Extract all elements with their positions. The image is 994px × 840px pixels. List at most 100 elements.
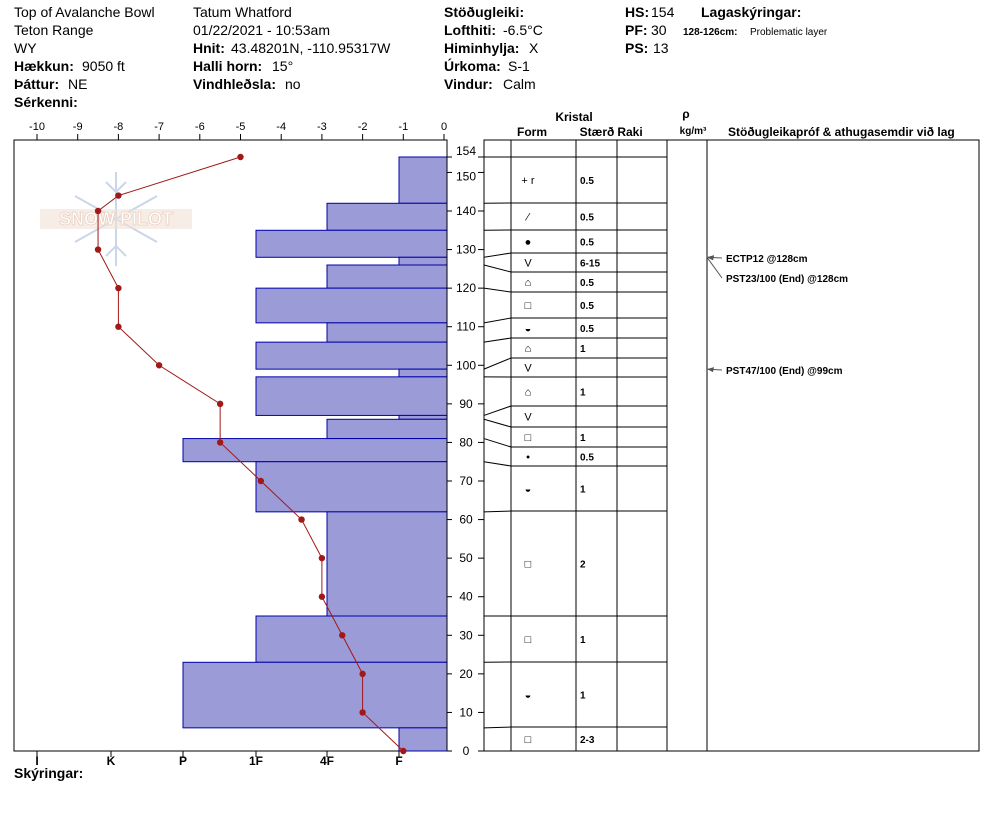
sky-value: X [529, 40, 539, 56]
hardness-bar [326, 264, 448, 289]
density-unit-header: kg/m³ [680, 126, 707, 137]
coords-value: 43.48201N, -110.95317W [231, 40, 391, 56]
height-tick-label: 100 [456, 358, 476, 372]
layer-form-symbol: ⌂ [525, 343, 532, 355]
hardness-bar [255, 461, 448, 513]
elevation-label: Hækkun: [14, 58, 74, 74]
layer-connector [483, 418, 512, 428]
hardness-tick-label: K [107, 754, 116, 768]
temp-point [155, 362, 163, 369]
hardness-tick-label: 4F [320, 754, 334, 768]
temp-point [237, 153, 244, 161]
header: Top of Avalanche Bowl Teton Range WY Hæk… [14, 4, 828, 781]
layer-connector [483, 317, 512, 324]
temp-point [115, 323, 122, 330]
layer-form-symbol: ● [525, 237, 532, 249]
layer-size: 2 [580, 560, 586, 571]
coords-label: Hnit: [193, 40, 225, 56]
layer-connector [483, 438, 512, 448]
layer-size: 0.5 [580, 238, 594, 249]
hardness-bar [398, 727, 448, 752]
hardness-bar [326, 511, 448, 617]
layer-form-symbol: □ [525, 734, 532, 746]
temp-tick-label: -9 [73, 121, 83, 133]
hardness-tick-label: P [179, 754, 187, 768]
layer-size: 1 [580, 344, 586, 355]
wind-label: Vindur: [444, 76, 493, 92]
test-pointer [706, 256, 723, 279]
layer-size: 0.5 [580, 176, 594, 187]
pf-label: PF: [625, 22, 648, 38]
snowflake-icon [74, 172, 158, 266]
temp-tick-label: -1 [398, 121, 408, 133]
layer-form-symbol: V [524, 363, 532, 375]
height-axis: 0 10 20 30 40 50 60 70 80 90 100 110 120 130 140 150 154 [446, 140, 484, 758]
hardness-bar [182, 661, 448, 729]
height-tick-label: 140 [456, 204, 476, 218]
comments-label: Skýringar: [14, 765, 83, 781]
temp-tick-label: -6 [195, 121, 205, 133]
hardness-bar [326, 418, 448, 440]
state-name: WY [14, 40, 37, 56]
height-tick-label: 150 [456, 169, 476, 183]
form-header: Form [517, 125, 547, 139]
wind-value: Calm [503, 76, 536, 92]
layer-rows: + r 0.5 ⁄ 0.5 ● 0.5 V 6-15 ⌂ 0.5 □ 0.5 ◒ 0.5 ⌂ 1 V ⌂ 1 V □ 1 •… [483, 156, 667, 746]
layer-form-symbol: □ [525, 300, 532, 312]
layer-form-symbol: ⌂ [525, 277, 532, 289]
layer-connector [483, 357, 512, 370]
layer-table [483, 139, 980, 752]
layer-size: 1 [580, 433, 586, 444]
layer-form-symbol: ◒ [525, 484, 532, 496]
layer-size: 0.5 [580, 213, 594, 224]
air-temp-label: Lofthiti: [444, 22, 496, 38]
stability-test-label: ECTP12 @128cm [726, 254, 808, 265]
layer-note-range: 128-126cm: [683, 27, 737, 38]
range-name: Teton Range [14, 22, 94, 38]
hardness-bar [398, 256, 448, 266]
height-tick-label: 154 [456, 144, 476, 158]
height-tick-label: 130 [456, 243, 476, 257]
layer-size: 1 [580, 691, 586, 702]
layer-connector [483, 510, 512, 513]
height-tick-label: 70 [459, 474, 473, 488]
stability-label: Stöðugleiki: [444, 4, 524, 20]
layer-connector [483, 726, 512, 729]
precip-value: S-1 [508, 58, 530, 74]
hardness-tick-label: I [35, 754, 38, 768]
temp-tick-label: -8 [114, 121, 124, 133]
hardness-tick-label: F [395, 754, 402, 768]
ps-value: 13 [653, 40, 669, 56]
slope-label: Halli horn: [193, 58, 262, 74]
temperature-profile [94, 153, 407, 755]
test-arrow-icon [707, 255, 714, 261]
aspect-value: NE [68, 76, 87, 92]
moisture-header: Raki [617, 125, 642, 139]
slope-value: 15° [272, 58, 293, 74]
layer-form-symbol: + r [521, 175, 534, 187]
height-tick-label: 80 [459, 435, 473, 449]
hardness-bar [255, 376, 448, 416]
layer-size: 0.5 [580, 453, 594, 464]
layer-connector [483, 337, 512, 343]
layer-form-symbol: • [526, 452, 530, 464]
location-name: Top of Avalanche Bowl [14, 4, 155, 20]
layer-connector [483, 287, 512, 293]
layer-form-symbol: ◒ [525, 690, 532, 702]
stability-tests: ECTP12 @128cm PST23/100 (End) @128cm PST47… [706, 254, 848, 377]
layer-note-text: Problematic layer [750, 27, 828, 38]
layer-form-symbol: ⁄ [524, 212, 531, 224]
hs-label: HS: [625, 4, 649, 20]
temp-tick-label: -7 [154, 121, 164, 133]
height-tick-label: 90 [459, 397, 473, 411]
layer-form-symbol: ⌂ [525, 387, 532, 399]
layer-form-symbol: □ [525, 559, 532, 571]
layer-size: 2-3 [580, 735, 595, 746]
height-tick-label: 20 [459, 667, 473, 681]
layer-notes-label: Lagaskýringar: [701, 4, 801, 20]
hardness-bar [326, 322, 448, 343]
elevation-value: 9050 ft [82, 58, 125, 74]
temp-point [318, 554, 326, 562]
hardness-bar [255, 615, 448, 663]
